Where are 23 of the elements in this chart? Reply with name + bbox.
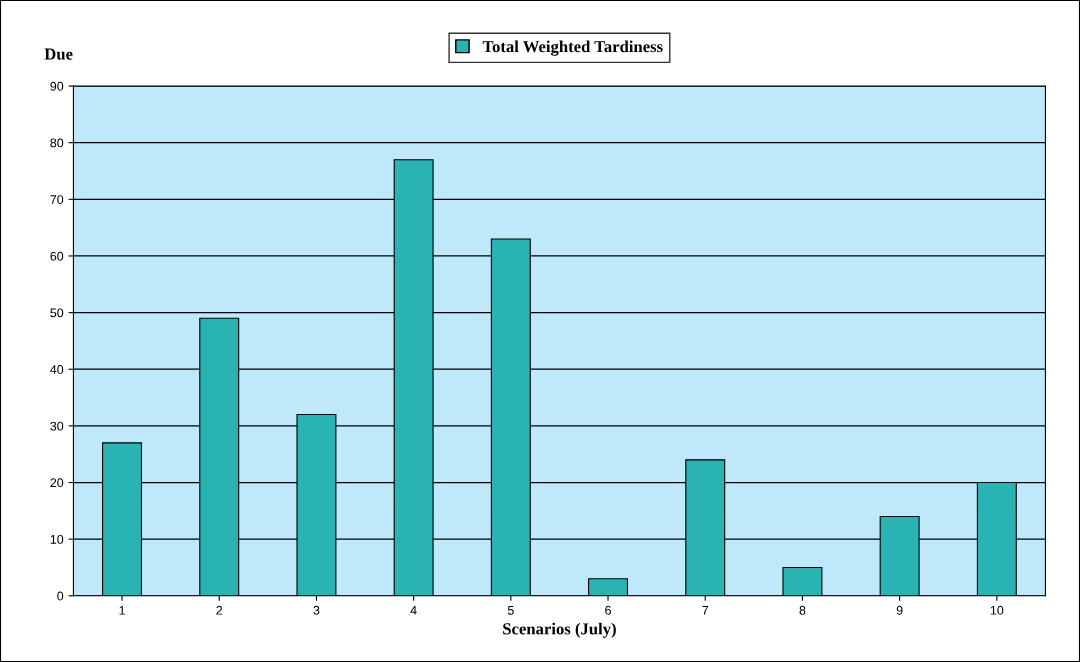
y-tick-label: 60 (50, 251, 64, 261)
x-tick-label: 2 (216, 605, 223, 615)
x-tick-label: 6 (605, 605, 611, 615)
x-tick-label: 5 (507, 605, 514, 615)
y-tick-label: 30 (50, 421, 64, 431)
y-tick-label: 0 (57, 591, 64, 601)
y-axis-title: Due (44, 48, 73, 60)
x-tick-label: 3 (313, 605, 320, 615)
x-tick-label: 1 (119, 605, 125, 615)
y-tick-label: 50 (50, 308, 64, 318)
x-axis-title: Scenarios (July) (503, 622, 616, 638)
x-tick-label: 9 (896, 605, 903, 615)
y-tick-label: 20 (50, 478, 64, 488)
y-tick-label: 10 (50, 534, 64, 544)
y-tick-label: 90 (50, 81, 64, 91)
x-tick-label: 10 (990, 605, 1004, 615)
x-tick-label: 8 (799, 605, 806, 615)
y-tick-label: 80 (50, 138, 64, 148)
x-tick-label: 7 (702, 605, 709, 615)
legend-label: Total Weighted Tardiness (482, 40, 663, 56)
y-tick-label: 70 (50, 195, 64, 204)
y-tick-label: 40 (50, 365, 64, 374)
x-tick-label: 4 (410, 605, 417, 615)
